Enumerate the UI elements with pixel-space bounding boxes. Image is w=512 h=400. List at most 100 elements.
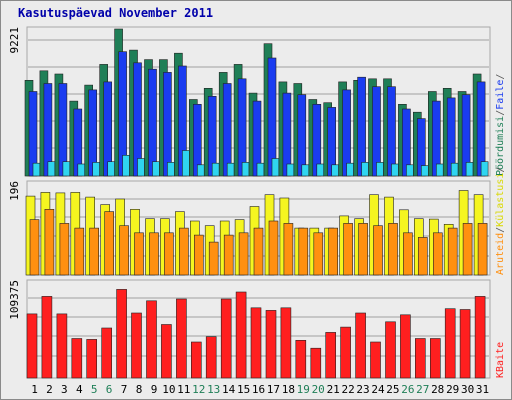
x-tick-label: 23	[356, 383, 369, 396]
legend-Aruteid: Aruteid	[495, 233, 506, 275]
x-tick-label: 12	[192, 383, 205, 396]
x-tick-label: 25	[386, 383, 399, 396]
x-tick-label: 18	[282, 383, 295, 396]
bar-Aruteid	[134, 232, 144, 276]
bar-Külastused	[480, 161, 489, 177]
bar-KBaite	[205, 336, 217, 379]
legend-KBaite: KBaite	[495, 342, 506, 378]
bar-KBaite	[101, 327, 112, 379]
label-separator: /	[495, 167, 506, 173]
bar-Külastused	[391, 163, 399, 177]
x-tick-label: 15	[237, 383, 250, 396]
bar-Külastused	[465, 162, 474, 177]
bar-KBaite	[146, 300, 157, 379]
bar-KBaite	[191, 341, 202, 379]
bar-Aruteid	[179, 227, 189, 276]
bar-KBaite	[340, 326, 351, 379]
x-tick-label: 1	[31, 383, 38, 396]
bar-KBaite	[161, 324, 172, 379]
x-tick-label: 5	[91, 383, 98, 396]
series-labels: Pöördumisi/Faile/	[495, 74, 506, 176]
bar-Külastused	[137, 158, 145, 177]
label-separator: /	[495, 74, 506, 80]
label-separator: /	[495, 227, 506, 233]
bar-KBaite	[310, 347, 322, 379]
bar-KBaite	[295, 339, 307, 379]
bar-Külastused	[376, 162, 384, 177]
x-tick-label: 13	[207, 383, 220, 396]
x-tick-label: 11	[177, 383, 190, 396]
bar-Külastused	[32, 162, 41, 177]
bar-Külastused	[316, 163, 325, 177]
bar-Failid	[297, 94, 307, 177]
legend-Pöördumisi: Pöördumisi	[495, 116, 506, 176]
bar-Aruteid	[74, 227, 85, 276]
bar-Aruteid	[223, 234, 234, 276]
bar-Failid	[163, 72, 172, 177]
bar-KBaite	[459, 309, 471, 379]
bar-Aruteid	[104, 211, 114, 276]
legend-Faile: Faile	[495, 80, 506, 110]
bar-Külastused	[182, 150, 190, 177]
x-tick-label: 3	[61, 383, 68, 396]
bar-Külastused	[406, 164, 414, 177]
x-tick-label: 4	[76, 383, 83, 396]
bar-KBaite	[370, 341, 381, 379]
bar-Külastused	[435, 163, 444, 177]
bar-Aruteid	[164, 232, 174, 276]
bar-Aruteid	[313, 232, 324, 276]
panel-bottom: 109375 KBaite	[8, 279, 506, 379]
bar-KBaite	[325, 332, 337, 379]
bar-KBaite	[176, 298, 187, 379]
bar-KBaite	[429, 338, 441, 379]
bar-Külastused	[346, 162, 354, 177]
x-tick-label: 21	[327, 383, 340, 396]
bar-Külastused	[420, 165, 429, 177]
bar-KBaite	[71, 338, 83, 379]
chart-title: Kasutuspäevad November 2011	[18, 6, 214, 20]
bar-Aruteid	[119, 225, 129, 276]
x-tick-label: 22	[341, 383, 354, 396]
bar-Failid	[148, 68, 157, 177]
bar-Külastused	[331, 164, 340, 177]
x-tick-label: 6	[106, 383, 113, 396]
bar-Aruteid	[89, 227, 99, 276]
bar-Külastused	[211, 162, 220, 177]
bar-Külastused	[271, 158, 280, 177]
bar-KBaite	[116, 289, 127, 379]
bar-KBaite	[474, 296, 486, 379]
bar-KBaite	[26, 313, 38, 379]
x-tick-label: 26	[401, 383, 414, 396]
bar-Aruteid	[208, 241, 219, 276]
bar-Külastused	[241, 162, 250, 177]
y-max-label: 196	[8, 181, 21, 201]
series-labels: Aruteid/Külastusi/	[495, 167, 506, 275]
bar-Aruteid	[298, 227, 309, 276]
x-tick-label: 8	[136, 383, 143, 396]
x-tick-label: 7	[121, 383, 128, 396]
bar-Aruteid	[373, 225, 383, 276]
bar-Aruteid	[358, 223, 368, 276]
bar-Failid	[222, 83, 232, 177]
x-tick-label: 29	[446, 383, 459, 396]
bar-Aruteid	[194, 234, 204, 276]
bar-Külastused	[197, 164, 205, 177]
x-tick-label: 16	[252, 383, 265, 396]
legend-Külastusi: Külastusi	[495, 173, 506, 227]
bar-Aruteid	[268, 220, 279, 276]
x-tick-label: 20	[312, 383, 325, 396]
bar-KBaite	[414, 338, 426, 379]
bar-Aruteid	[149, 232, 159, 276]
bar-KBaite	[220, 298, 232, 379]
bar-KBaite	[265, 310, 277, 379]
bar-Aruteid	[59, 223, 70, 276]
bar-Külastused	[107, 161, 115, 177]
x-tick-label: 31	[476, 383, 489, 396]
bar-Külastused	[92, 162, 100, 177]
bar-Aruteid	[343, 223, 353, 276]
bar-KBaite	[355, 312, 366, 379]
x-tick-label: 10	[162, 383, 175, 396]
bar-Külastused	[286, 163, 295, 177]
